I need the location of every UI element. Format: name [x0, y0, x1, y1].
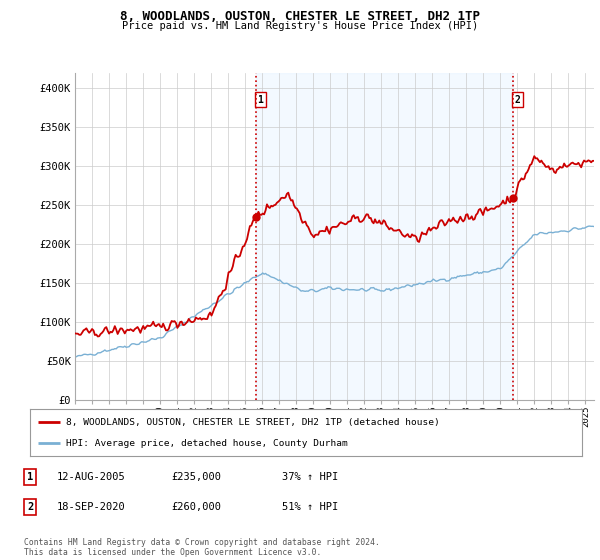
Bar [256, 73, 512, 400]
Text: 8, WOODLANDS, OUSTON, CHESTER LE STREET, DH2 1TP (detached house): 8, WOODLANDS, OUSTON, CHESTER LE STREET,… [66, 418, 440, 427]
Text: £260,000: £260,000 [171, 502, 221, 512]
Text: £235,000: £235,000 [171, 472, 221, 482]
Text: 37% ↑ HPI: 37% ↑ HPI [282, 472, 338, 482]
Text: 51% ↑ HPI: 51% ↑ HPI [282, 502, 338, 512]
Text: 8, WOODLANDS, OUSTON, CHESTER LE STREET, DH2 1TP: 8, WOODLANDS, OUSTON, CHESTER LE STREET,… [120, 10, 480, 23]
Text: 1: 1 [257, 95, 263, 105]
Text: 2: 2 [27, 502, 33, 512]
Text: 1: 1 [27, 472, 33, 482]
Text: 12-AUG-2005: 12-AUG-2005 [57, 472, 126, 482]
Text: Contains HM Land Registry data © Crown copyright and database right 2024.
This d: Contains HM Land Registry data © Crown c… [24, 538, 380, 557]
Text: Price paid vs. HM Land Registry's House Price Index (HPI): Price paid vs. HM Land Registry's House … [122, 21, 478, 31]
Text: 18-SEP-2020: 18-SEP-2020 [57, 502, 126, 512]
Text: HPI: Average price, detached house, County Durham: HPI: Average price, detached house, Coun… [66, 438, 347, 447]
Text: 2: 2 [514, 95, 520, 105]
